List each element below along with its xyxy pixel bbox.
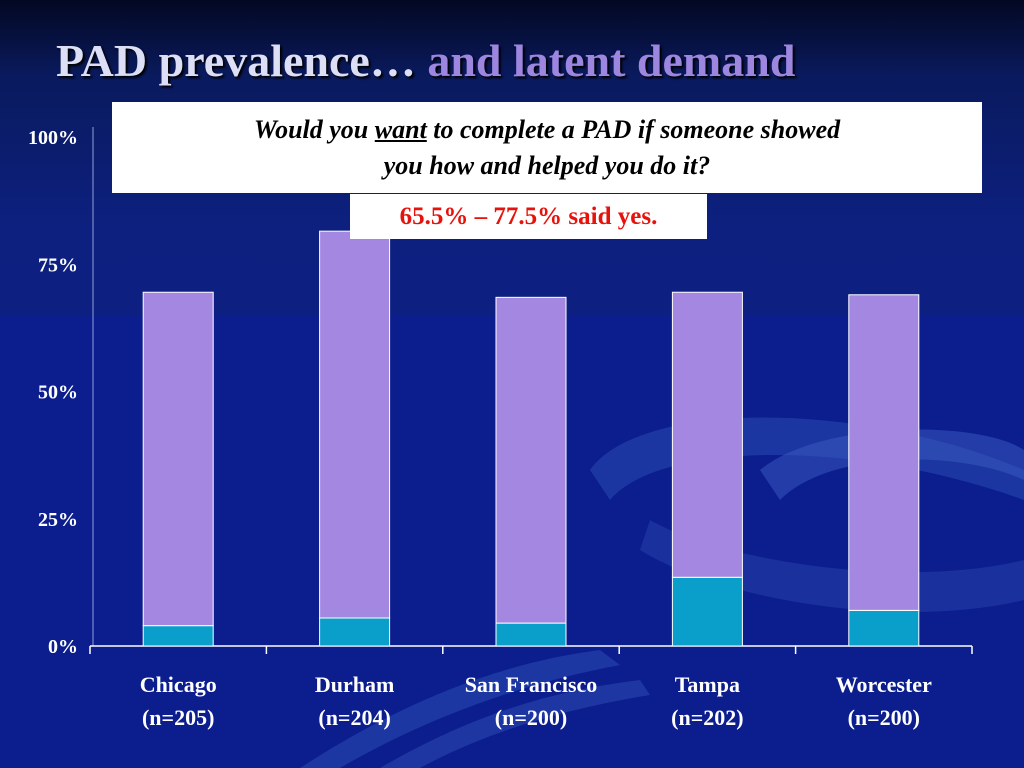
question-line-1: Would you want to complete a PAD if some… bbox=[128, 112, 966, 148]
y-tick-label: 100% bbox=[28, 127, 78, 149]
x-category-sublabel: (n=205) bbox=[142, 705, 214, 730]
bar-segment-prevalence bbox=[495, 622, 567, 647]
x-category-sublabel: (n=204) bbox=[318, 705, 390, 730]
title-accent: and latent demand bbox=[427, 35, 796, 86]
bar-segment-latent-demand bbox=[848, 294, 920, 611]
bar-segment-prevalence bbox=[848, 609, 920, 647]
y-tick-label: 0% bbox=[48, 636, 78, 658]
bar-segment-latent-demand bbox=[319, 230, 391, 619]
answer-callout: 65.5% – 77.5% said yes. bbox=[350, 194, 707, 239]
question-text-post: to complete a PAD if someone showed bbox=[426, 115, 841, 144]
bar-segment-prevalence bbox=[671, 576, 743, 647]
question-callout: Would you want to complete a PAD if some… bbox=[112, 102, 982, 193]
bar-segment-latent-demand bbox=[671, 291, 743, 578]
x-category-label: Chicago bbox=[140, 672, 217, 697]
x-category-sublabel: (n=200) bbox=[495, 705, 567, 730]
bar-segment-latent-demand bbox=[495, 296, 567, 624]
y-tick-label: 50% bbox=[38, 382, 78, 404]
question-text-pre: Would you bbox=[253, 115, 375, 144]
x-category-label: Tampa bbox=[675, 672, 740, 697]
bar-segment-latent-demand bbox=[142, 291, 214, 627]
bar-segment-prevalence bbox=[319, 617, 391, 647]
x-category-label: Durham bbox=[315, 672, 394, 697]
question-line-2: you how and helped you do it? bbox=[383, 151, 711, 180]
x-category-label: San Francisco bbox=[465, 672, 598, 697]
y-tick-label: 75% bbox=[38, 254, 78, 276]
x-category-sublabel: (n=200) bbox=[848, 705, 920, 730]
question-text-want: want bbox=[374, 115, 427, 144]
x-category-label: Worcester bbox=[836, 672, 932, 697]
slide-title: PAD prevalence… and latent demand bbox=[56, 34, 795, 87]
x-category-sublabel: (n=202) bbox=[671, 705, 743, 730]
y-tick-label: 25% bbox=[38, 509, 78, 531]
bar-segment-prevalence bbox=[142, 625, 214, 647]
title-main: PAD prevalence… bbox=[56, 35, 416, 86]
